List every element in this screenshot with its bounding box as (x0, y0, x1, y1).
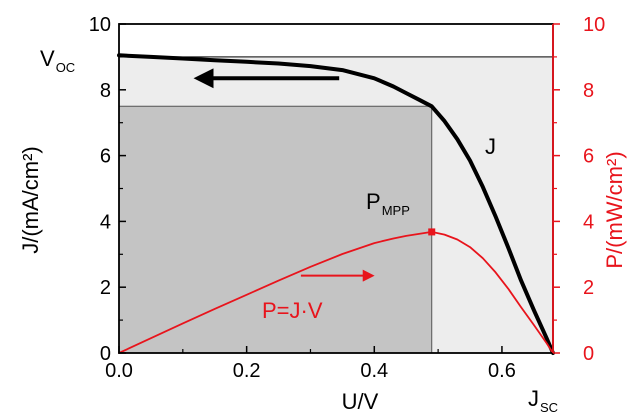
mpp-marker (428, 228, 436, 236)
y-tick-label-left: 2 (100, 277, 111, 299)
y-tick-label-left: 10 (89, 14, 111, 36)
y-axis-title-left: J/(mA/cm²) (18, 146, 43, 254)
voc-label: VOC (40, 46, 75, 75)
mpp-power-rect (118, 105, 433, 354)
y-tick-label-right: 10 (583, 14, 605, 36)
x-tick-label: 0.6 (488, 360, 516, 382)
pmpp-label: PMPP (366, 189, 410, 218)
y-tick-label-right: 2 (583, 277, 594, 299)
jsc-label: JSC (528, 386, 558, 415)
y-tick-label-left: 8 (100, 80, 111, 102)
x-tick-label: 0.2 (233, 360, 261, 382)
series-j-line (117, 53, 555, 355)
y-tick-label-left: 4 (100, 211, 111, 233)
p-formula-label: P=J·V (262, 298, 323, 323)
j-curve-label: J (485, 134, 496, 159)
y-axis-title-right: P/(mW/cm²) (602, 151, 627, 268)
y-tick-label-right: 4 (583, 211, 594, 233)
x-tick-label: 0.0 (105, 360, 133, 382)
y-tick-label-right: 8 (583, 80, 594, 102)
y-tick-label-right: 0 (583, 343, 594, 365)
series-p-line (118, 230, 554, 354)
x-tick-label: 0.4 (360, 360, 388, 382)
y-tick-label-left: 0 (100, 343, 111, 365)
x-axis-title: U/V (342, 389, 379, 414)
y-tick-label-right: 6 (583, 146, 594, 168)
y-tick-label-left: 6 (100, 146, 111, 168)
